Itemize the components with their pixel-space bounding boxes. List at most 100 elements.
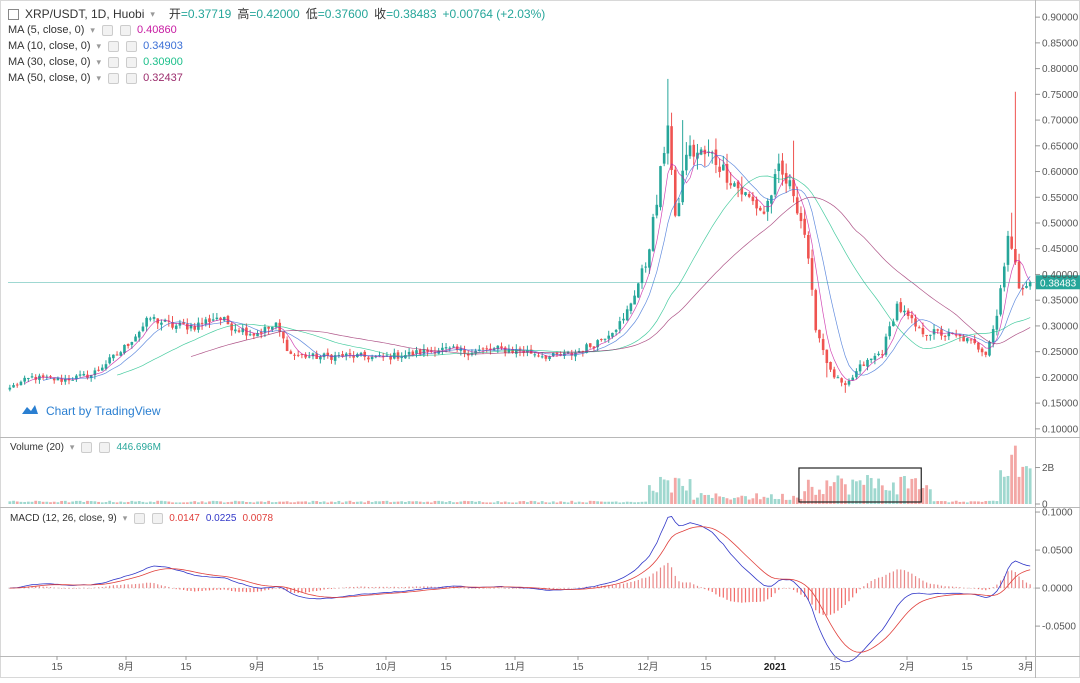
macd-histogram-bar <box>301 588 303 593</box>
volume-bar <box>854 481 858 504</box>
volume-bar <box>137 501 141 504</box>
candle-body <box>710 152 714 154</box>
ma-settings-icon[interactable] <box>108 40 120 52</box>
volume-bar <box>156 500 160 504</box>
volume-bar <box>270 502 274 504</box>
volume-bar <box>777 499 781 504</box>
volume-settings-icon[interactable] <box>81 442 93 453</box>
macd-histogram-bar <box>1018 576 1020 589</box>
ma-label: MA (10, close, 0) <box>8 40 91 52</box>
volume-chevron-icon[interactable]: ▾ <box>69 442 75 452</box>
macd-histogram-bar <box>611 585 614 589</box>
macd-histogram-bar <box>149 582 151 589</box>
candle-body <box>163 319 167 322</box>
candle-body <box>1014 249 1017 263</box>
ma-close-icon[interactable] <box>126 72 138 84</box>
ma-close-icon[interactable] <box>119 24 131 36</box>
candle-body <box>751 196 755 202</box>
candle-body <box>940 329 943 336</box>
macd-histogram-bar <box>674 575 676 589</box>
candle-body <box>762 211 766 214</box>
candle-body <box>655 204 659 216</box>
volume-bar <box>655 492 659 504</box>
price-tick-label: 0.20000 <box>1042 373 1079 384</box>
candle-body <box>954 334 958 336</box>
candle-body <box>123 344 126 354</box>
volume-bar <box>200 501 204 504</box>
candle-body <box>307 356 311 358</box>
candle-body <box>962 336 965 342</box>
volume-bar <box>256 501 259 504</box>
macd-histogram-bar <box>741 588 743 603</box>
volume-bar <box>618 502 622 504</box>
volume-bar <box>49 502 52 504</box>
candle-body <box>640 268 644 284</box>
tradingview-branding[interactable]: Chart by TradingView <box>20 402 161 419</box>
candle-body <box>418 349 422 355</box>
volume-bar <box>171 502 174 504</box>
volume-bar <box>152 502 156 504</box>
candle-body <box>300 354 304 356</box>
candle-body <box>182 322 185 325</box>
ma-chevron-icon[interactable]: ▾ <box>96 73 102 83</box>
volume-bar <box>19 501 23 504</box>
ma-close-icon[interactable] <box>126 56 138 68</box>
candle-body <box>145 317 148 327</box>
ma-legend-row: MA (50, close, 0) ▾ 0.32437 <box>8 70 545 86</box>
macd-histogram-bar <box>319 588 321 591</box>
chevron-down-icon[interactable]: ▾ <box>150 9 155 19</box>
macd-histogram-bar <box>918 578 920 589</box>
candle-body <box>49 376 52 378</box>
macd-histogram-bar <box>630 581 632 589</box>
ohlc-close: 收=0.38483 <box>374 7 437 21</box>
volume-bar <box>174 502 178 504</box>
ma-settings-icon[interactable] <box>108 72 120 84</box>
candle-body <box>67 378 71 381</box>
candle-body <box>722 164 725 171</box>
macd-histogram-bar <box>182 588 185 590</box>
legend-collapse-icon[interactable] <box>8 8 19 20</box>
volume-bar <box>182 502 186 504</box>
macd-histogram-bar <box>382 586 384 589</box>
ma-settings-icon[interactable] <box>101 24 113 36</box>
candle-body <box>178 322 182 326</box>
macd-histogram-bar <box>53 587 55 589</box>
ma-chevron-icon[interactable]: ▾ <box>96 57 102 67</box>
macd-histogram-bar <box>500 587 503 589</box>
volume-bar <box>71 501 75 504</box>
volume-bar <box>943 501 947 504</box>
price-tick-label: 0.75000 <box>1042 90 1079 101</box>
candle-body <box>814 290 818 331</box>
candle-body <box>174 325 178 329</box>
volume-bar <box>899 476 903 504</box>
macd-histogram-bar <box>471 588 473 589</box>
macd-settings-icon[interactable] <box>134 513 146 524</box>
volume-close-icon[interactable] <box>99 442 111 453</box>
ma-chevron-icon[interactable]: ▾ <box>90 25 95 35</box>
candle-body <box>141 326 145 331</box>
candle-body <box>821 339 825 351</box>
volume-bar <box>370 502 374 504</box>
candle-body <box>56 377 60 381</box>
volume-bar <box>148 501 152 504</box>
volume-bar <box>433 500 437 504</box>
volume-bar <box>574 502 577 504</box>
macd-histogram-bar <box>390 587 392 589</box>
candle-body <box>271 326 274 330</box>
volume-bar <box>318 501 322 504</box>
candle-body <box>52 378 56 381</box>
volume-bar <box>681 485 685 504</box>
ma-chevron-icon[interactable]: ▾ <box>96 41 102 51</box>
candle-body <box>991 329 995 343</box>
macd-close-icon[interactable] <box>152 513 164 524</box>
ma-close-icon[interactable] <box>126 40 138 52</box>
macd-histogram-bar <box>556 588 558 589</box>
ma-settings-icon[interactable] <box>108 56 120 68</box>
tradingview-cloud-icon <box>20 402 40 419</box>
macd-chevron-icon[interactable]: ▾ <box>122 513 128 523</box>
candle-body <box>858 364 862 372</box>
candle-body <box>884 336 888 355</box>
candle-body <box>130 342 134 345</box>
macd-histogram-bar <box>1029 584 1031 589</box>
macd-histogram-bar <box>46 586 48 589</box>
